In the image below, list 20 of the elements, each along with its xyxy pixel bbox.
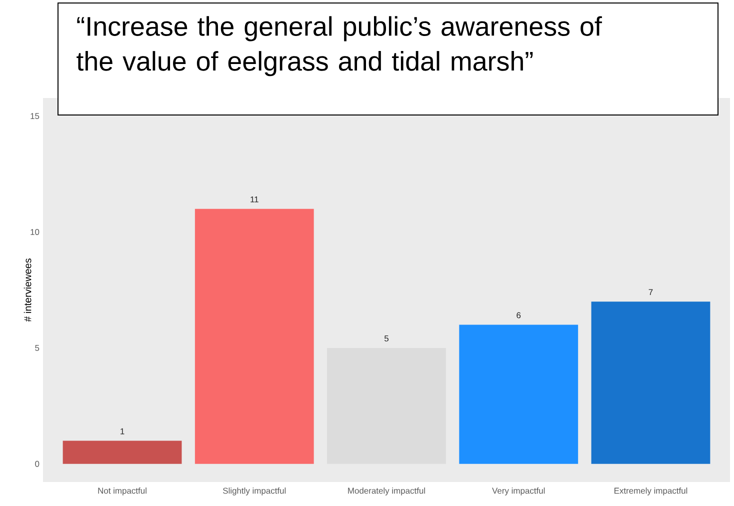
bar: [62, 440, 182, 464]
data-label: 5: [384, 336, 389, 342]
y-tick-label: 10: [30, 229, 40, 236]
data-label: 11: [250, 196, 258, 202]
y-tick-label: 0: [35, 460, 40, 467]
y-tick-label: 5: [35, 345, 40, 351]
x-tick-label: Moderately impactful: [348, 488, 425, 496]
y-tick-label: 15: [30, 113, 40, 120]
data-label: 6: [516, 312, 521, 318]
data-label: 7: [648, 289, 653, 296]
y-axis-title: # interviewees: [24, 258, 32, 322]
bar: [194, 208, 314, 464]
x-tick-label: Very impactful: [492, 488, 545, 496]
bar: [591, 302, 710, 464]
bar: [459, 324, 578, 464]
data-label: 1: [120, 428, 124, 434]
x-tick-label: Slightly impactful: [223, 488, 286, 496]
x-tick-label: Extremely impactful: [614, 488, 688, 496]
chart-title: “Increase the general public’s awareness of the value of eelgrass and tidal marsh”: [76, 16, 602, 76]
x-tick-label: Not impactful: [98, 488, 146, 496]
